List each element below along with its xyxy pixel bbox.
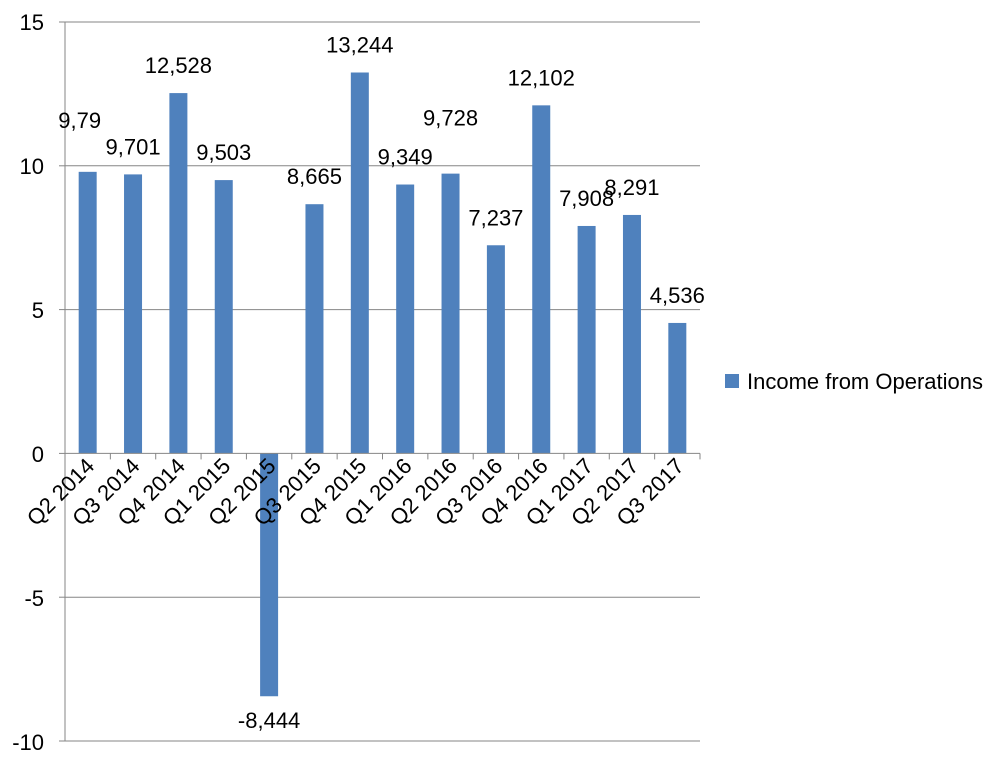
data-label: 9,349 bbox=[378, 145, 433, 170]
y-tick-label: 10 bbox=[20, 154, 44, 179]
y-tick-label: 0 bbox=[32, 442, 44, 467]
bar bbox=[169, 93, 188, 454]
data-label: 8,665 bbox=[287, 164, 342, 189]
bar bbox=[396, 184, 415, 454]
data-label: 12,102 bbox=[508, 65, 575, 90]
bar bbox=[78, 171, 97, 454]
bar bbox=[622, 214, 641, 454]
bar bbox=[668, 322, 687, 454]
data-label: 9,503 bbox=[196, 140, 251, 165]
y-tick-labels: 15 10 5 0 -5 -10 bbox=[12, 10, 44, 755]
data-label: 4,536 bbox=[650, 283, 705, 308]
y-tick-label: -10 bbox=[12, 730, 44, 755]
gridlines bbox=[65, 21, 700, 742]
y-tick-label: 5 bbox=[32, 298, 44, 323]
y-tick-label: -5 bbox=[24, 586, 44, 611]
bar bbox=[260, 453, 279, 697]
data-label: 9,79 bbox=[58, 108, 101, 133]
bar bbox=[441, 173, 460, 454]
axes bbox=[59, 21, 701, 742]
data-label: 12,528 bbox=[145, 53, 212, 78]
data-label: 13,244 bbox=[326, 33, 393, 58]
bars bbox=[78, 72, 687, 697]
data-label: 7,237 bbox=[468, 205, 523, 230]
bar bbox=[532, 105, 551, 454]
legend-label: Income from Operations bbox=[747, 369, 983, 394]
legend-swatch bbox=[725, 374, 739, 388]
bar bbox=[305, 204, 324, 454]
data-label: 9,728 bbox=[423, 106, 478, 131]
bar bbox=[350, 72, 369, 454]
data-labels: 9,799,701 12,528 9,503 -8,444 8,665 13,244 9,3… bbox=[58, 33, 705, 734]
data-label: 8,291 bbox=[604, 175, 659, 200]
data-label: -8,444 bbox=[238, 708, 300, 733]
bar bbox=[577, 225, 596, 454]
y-tick-label: 15 bbox=[20, 10, 44, 35]
bar bbox=[214, 180, 233, 454]
bar bbox=[124, 174, 143, 454]
data-label: 7,908 bbox=[559, 186, 614, 211]
data-label: 9,701 bbox=[106, 134, 161, 159]
bar bbox=[486, 245, 505, 454]
legend: Income from Operations bbox=[725, 369, 983, 394]
